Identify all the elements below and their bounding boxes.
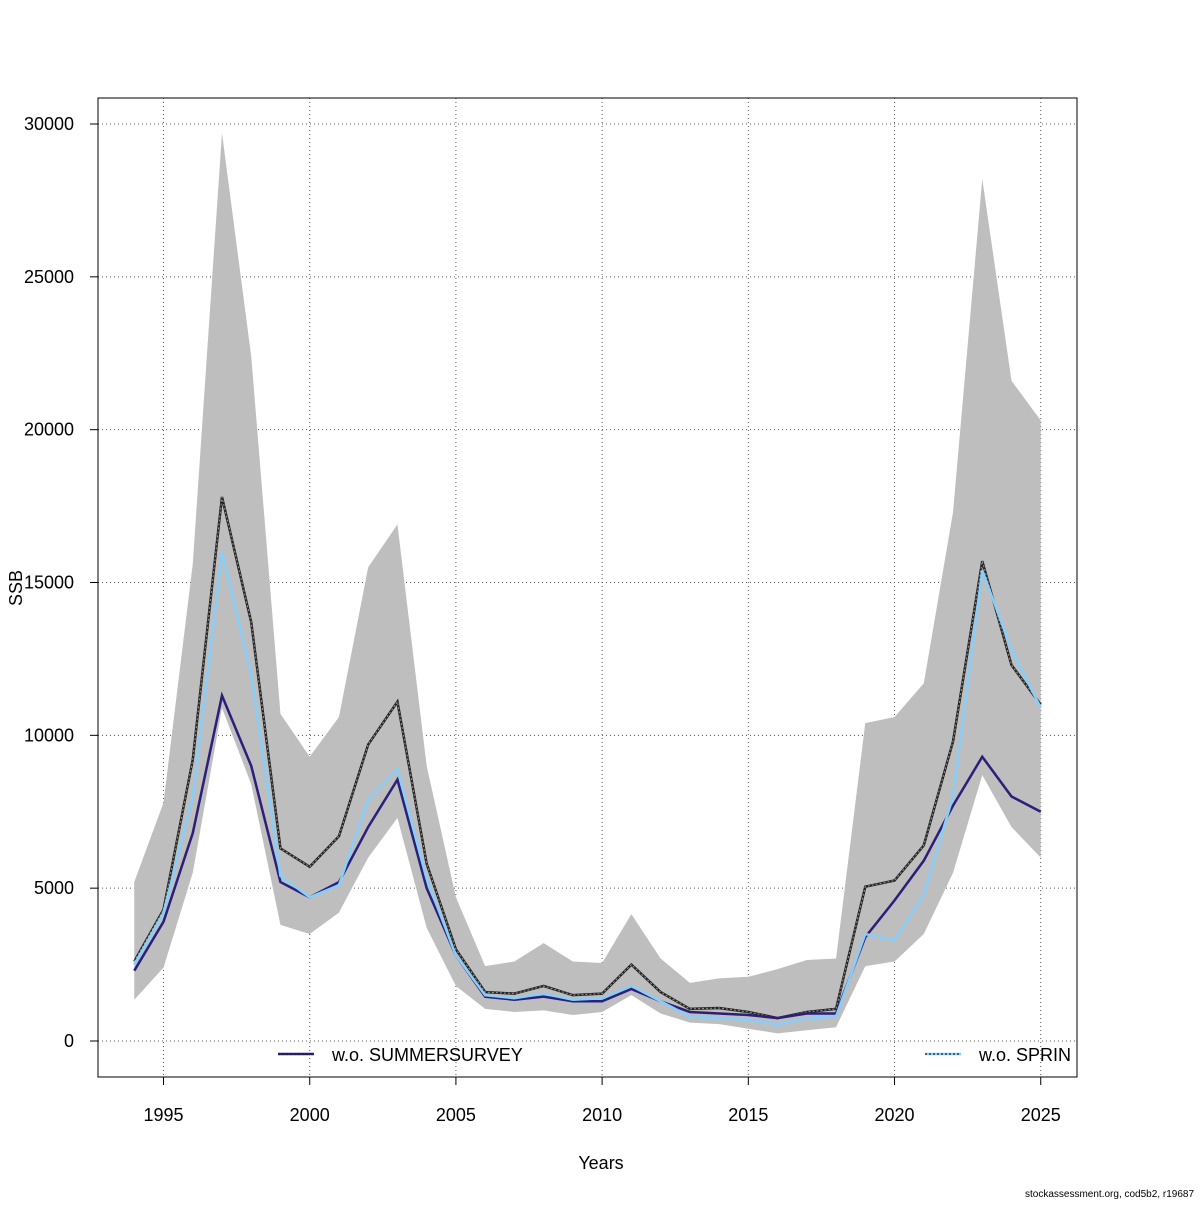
y-axis-label: SSB: [6, 570, 26, 606]
legend-label: w.o. SUMMERSURVEY: [331, 1045, 523, 1065]
y-tick-label: 10000: [24, 725, 74, 745]
confidence-band: [134, 133, 1041, 1034]
x-tick-label: 2015: [728, 1105, 768, 1125]
x-tick-label: 2025: [1021, 1105, 1061, 1125]
y-tick-label: 5000: [34, 878, 74, 898]
plot-frame: [97, 97, 1078, 1078]
y-tick-label: 0: [64, 1031, 74, 1051]
y-tick-label: 25000: [24, 267, 74, 287]
series-line: [133, 691, 1042, 1020]
x-tick-label: 1995: [143, 1105, 183, 1125]
x-tick-label: 2000: [290, 1105, 330, 1125]
series-line: [133, 496, 1042, 1020]
y-tick-label: 30000: [24, 114, 74, 134]
series-line: [133, 551, 1042, 1026]
x-tick-label: 2010: [582, 1105, 622, 1125]
footer: stockassessment.org, cod5b2, r19687: [1025, 1189, 1194, 1200]
x-tick-label: 2020: [875, 1105, 915, 1125]
legend-label: w.o. SPRIN: [978, 1045, 1071, 1065]
y-tick-label: 15000: [24, 573, 74, 593]
y-tick-label: 20000: [24, 420, 74, 440]
x-tick-label: 2005: [436, 1105, 476, 1125]
x-axis-label: Years: [578, 1153, 623, 1173]
